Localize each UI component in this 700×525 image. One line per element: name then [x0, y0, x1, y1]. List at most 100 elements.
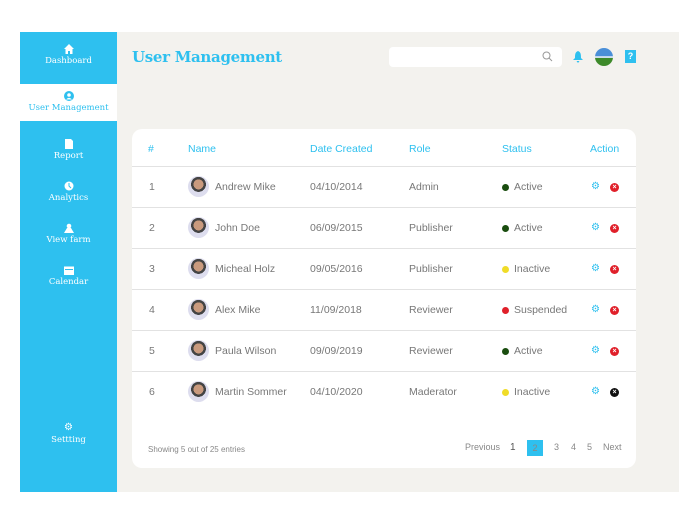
role: Admin — [409, 181, 439, 193]
column-header-name[interactable]: Name — [188, 143, 217, 155]
status-dot — [502, 266, 509, 273]
gear-icon[interactable]: ⚙ — [591, 222, 600, 233]
delete-icon[interactable]: × — [610, 224, 619, 233]
users-table: # Name Date Created Role Status Action 1… — [132, 129, 636, 468]
table-row: 6 Martin Sommer 04/10/2020 Maderator Ina… — [132, 371, 636, 412]
home-icon — [63, 44, 74, 54]
status-dot — [502, 389, 509, 396]
sidebar-item-label: Analytics — [48, 193, 89, 203]
sidebar-item-label: Calendar — [48, 277, 89, 287]
status-badge: Inactive — [514, 263, 551, 275]
sidebar-item-label: User Management — [28, 103, 109, 113]
row-number: 3 — [149, 263, 155, 275]
user-name: John Doe — [215, 222, 260, 234]
table-row: 1 Andrew Mike 04/10/2014 Admin Active ⚙ … — [132, 166, 636, 207]
sidebar-item-calendar[interactable]: Calendar — [20, 265, 117, 287]
delete-icon[interactable]: × — [610, 183, 619, 192]
page-3-button[interactable]: 3 — [554, 442, 560, 452]
farm-icon — [63, 223, 74, 233]
sidebar: Dashboard User Management Report Analyti… — [20, 32, 117, 492]
row-number: 2 — [149, 222, 155, 234]
sidebar-item-dashboard[interactable]: Dashboard — [20, 32, 117, 84]
document-icon — [64, 139, 73, 149]
page-2-button[interactable]: 2 — [527, 440, 543, 456]
column-header-date[interactable]: Date Created — [310, 143, 373, 155]
date-created: 06/09/2015 — [310, 222, 363, 234]
role: Publisher — [409, 263, 453, 275]
gear-icon[interactable]: ⚙ — [591, 181, 600, 192]
column-header-action: Action — [590, 143, 620, 155]
date-created: 09/09/2019 — [310, 345, 363, 357]
role: Reviewer — [409, 304, 453, 316]
user-name: Andrew Mike — [215, 181, 276, 193]
user-avatar — [188, 176, 209, 197]
main-area: User Management ? # Name Date Created Ro… — [117, 32, 679, 492]
status-dot — [502, 348, 509, 355]
clock-icon — [64, 181, 73, 191]
column-header-role[interactable]: Role — [409, 143, 431, 155]
page-1-button[interactable]: 1 — [510, 442, 516, 453]
table-row: 4 Alex Mike 11/09/2018 Reviewer Suspende… — [132, 289, 636, 330]
sidebar-item-user-management[interactable]: User Management — [20, 84, 117, 121]
column-header-number: # — [148, 143, 154, 155]
row-number: 6 — [149, 386, 155, 398]
gear-icon[interactable]: ⚙ — [591, 263, 600, 274]
row-number: 4 — [149, 304, 155, 316]
status-badge: Active — [514, 222, 543, 234]
user-name: Paula Wilson — [215, 345, 277, 357]
sidebar-item-label: Dashboard — [45, 56, 92, 66]
sidebar-item-view-farm[interactable]: View farm — [20, 223, 117, 245]
avatar[interactable] — [595, 48, 613, 66]
sidebar-item-label: Report — [53, 151, 84, 161]
bell-icon[interactable] — [573, 51, 583, 63]
date-created: 09/05/2016 — [310, 263, 363, 275]
user-name: Micheal Holz — [215, 263, 276, 275]
sidebar-item-label: View farm — [46, 235, 91, 245]
row-number: 1 — [149, 181, 155, 193]
calendar-icon — [63, 266, 74, 275]
row-number: 5 — [149, 345, 155, 357]
entries-count: Showing 5 out of 25 entries — [148, 445, 245, 454]
page-title: User Management — [132, 48, 282, 66]
next-page-button[interactable]: Next — [603, 442, 622, 452]
user-avatar — [188, 299, 209, 320]
gear-icon[interactable]: ⚙ — [591, 304, 600, 315]
user-avatar — [188, 340, 209, 361]
previous-page-button[interactable]: Previous — [465, 442, 501, 452]
delete-icon[interactable]: × — [610, 306, 619, 315]
page-5-button[interactable]: 5 — [587, 442, 593, 452]
search-icon[interactable] — [542, 51, 553, 62]
sidebar-item-report[interactable]: Report — [20, 139, 117, 161]
status-dot — [502, 184, 509, 191]
sidebar-item-settings[interactable]: ⚙ Settting — [20, 422, 117, 446]
user-name: Alex Mike — [215, 304, 261, 316]
page-4-button[interactable]: 4 — [571, 442, 577, 452]
role: Reviewer — [409, 345, 453, 357]
status-badge: Suspended — [514, 304, 568, 316]
user-avatar — [188, 381, 209, 402]
help-icon[interactable]: ? — [625, 50, 636, 63]
user-avatar — [188, 217, 209, 238]
delete-icon[interactable]: × — [610, 265, 619, 274]
delete-icon[interactable]: × — [610, 388, 619, 397]
status-badge: Active — [514, 345, 543, 357]
delete-icon[interactable]: × — [610, 347, 619, 356]
sidebar-item-analytics[interactable]: Analytics — [20, 181, 117, 203]
column-header-status[interactable]: Status — [502, 143, 532, 155]
date-created: 11/09/2018 — [310, 304, 362, 316]
status-dot — [502, 225, 509, 232]
status-badge: Inactive — [514, 386, 551, 398]
gear-icon[interactable]: ⚙ — [591, 345, 600, 356]
gear-icon: ⚙ — [64, 422, 73, 433]
gear-icon[interactable]: ⚙ — [591, 386, 600, 397]
date-created: 04/10/2014 — [310, 181, 363, 193]
status-badge: Active — [514, 181, 543, 193]
role: Publisher — [409, 222, 453, 234]
status-dot — [502, 307, 509, 314]
table-row: 5 Paula Wilson 09/09/2019 Reviewer Activ… — [132, 330, 636, 371]
search-input[interactable] — [389, 47, 562, 67]
role: Maderator — [409, 386, 457, 398]
user-avatar — [188, 258, 209, 279]
table-row: 3 Micheal Holz 09/05/2016 Publisher Inac… — [132, 248, 636, 289]
sidebar-item-label: Settting — [51, 435, 86, 445]
